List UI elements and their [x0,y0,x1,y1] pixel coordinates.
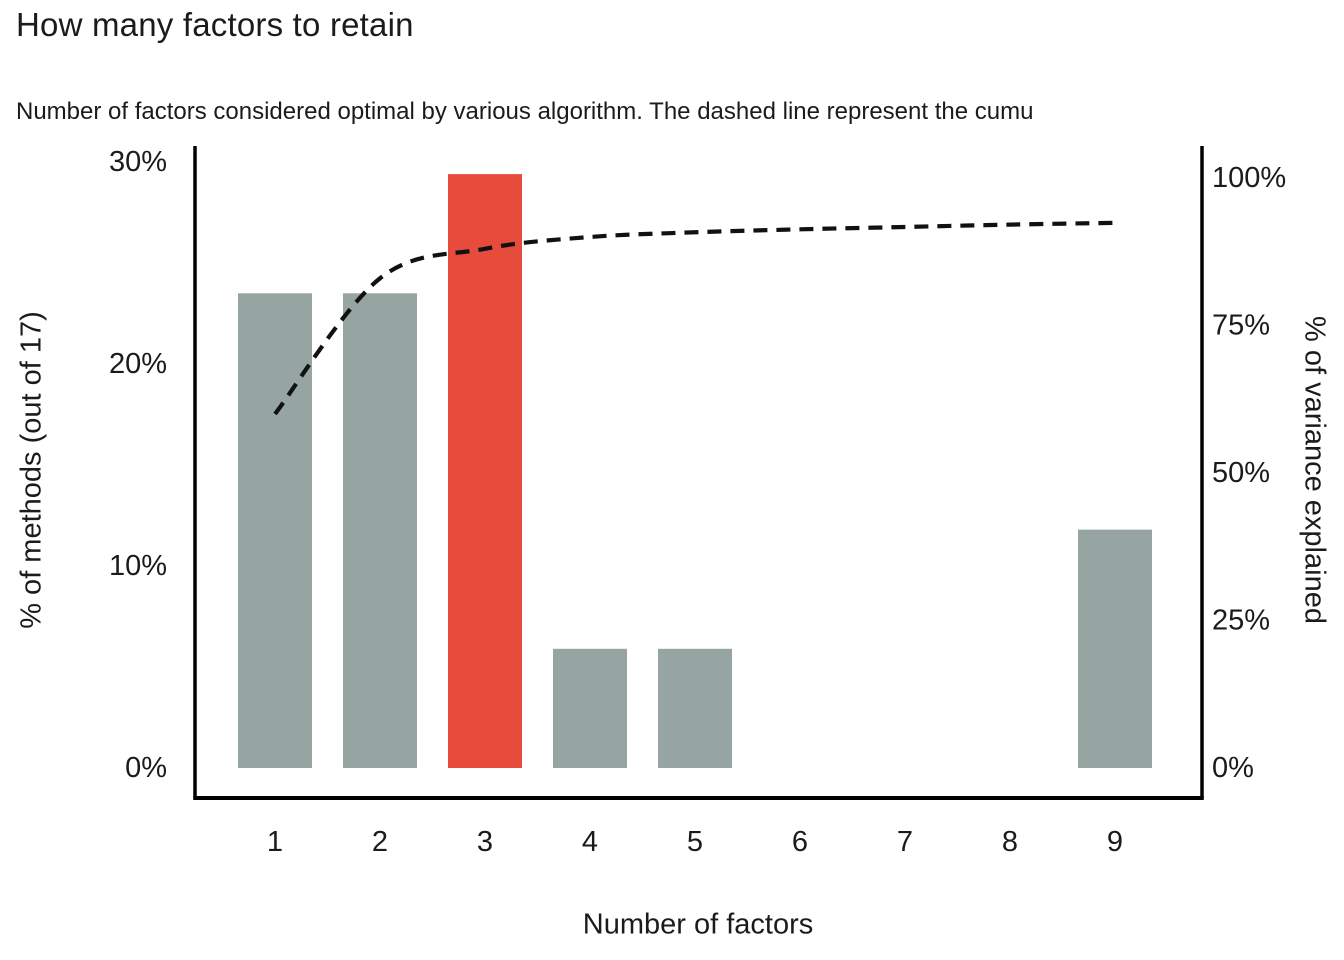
y-axis-left-tick-20: 20% [109,348,167,380]
y-axis-right-tick-75: 75% [1212,310,1270,342]
cumulative-variance-line [273,220,1116,416]
y-axis-right-title: % of variance explained [1298,316,1331,624]
y-axis-left-tick-10: 10% [109,550,167,582]
chart-subtitle: Number of factors considered optimal by … [16,98,1034,125]
y-axis-right-tick-0: 0% [1212,752,1254,784]
x-axis-title: Number of factors [582,908,814,941]
x-axis-tick-1: 1 [267,826,283,858]
y-axis-left-tick-30: 30% [109,146,167,178]
x-axis-tick-5: 5 [687,826,703,858]
x-axis-tick-2: 2 [372,826,388,858]
x-axis-tick-6: 6 [792,826,808,858]
y-axis-right-tick-25: 25% [1212,605,1270,637]
x-axis-tick-9: 9 [1107,826,1123,858]
y-axis-right-tick-100: 100% [1212,162,1286,194]
bar-factor-4 [553,648,627,768]
x-axis-tick-3: 3 [477,826,493,858]
y-axis-left-title: % of methods (out of 17) [15,311,48,629]
x-axis-tick-8: 8 [1002,826,1018,858]
bar-factor-2 [343,293,417,768]
y-axis-right-tick-50: 50% [1212,457,1270,489]
bar-factor-5 [658,648,732,768]
x-axis-tick-7: 7 [897,826,913,858]
bar-factor-3 [448,174,522,768]
x-axis-tick-4: 4 [582,826,598,858]
bar-factor-9 [1078,529,1152,768]
chart-title: How many factors to retain [16,6,414,43]
bar-factor-1 [238,293,312,768]
y-axis-left-tick-0: 0% [125,752,167,784]
